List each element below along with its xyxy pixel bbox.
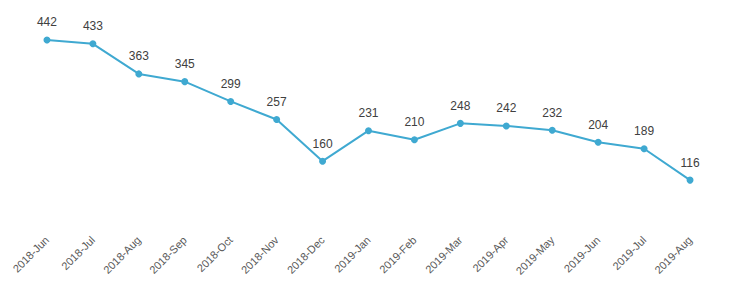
svg-text:160: 160 (313, 137, 333, 151)
svg-text:232: 232 (542, 106, 562, 120)
svg-text:231: 231 (358, 106, 378, 120)
svg-text:2019-Jul: 2019-Jul (610, 234, 648, 272)
svg-text:189: 189 (634, 124, 654, 138)
svg-text:242: 242 (496, 101, 516, 115)
svg-text:2019-Mar: 2019-Mar (423, 234, 465, 276)
svg-text:433: 433 (83, 19, 103, 33)
svg-text:204: 204 (588, 118, 608, 132)
svg-text:345: 345 (175, 57, 195, 71)
svg-text:116: 116 (680, 156, 699, 170)
svg-text:2018-Sep: 2018-Sep (147, 234, 189, 276)
svg-text:2018-Jul: 2018-Jul (59, 234, 97, 272)
svg-text:442: 442 (37, 15, 57, 29)
svg-text:2019-Apr: 2019-Apr (470, 234, 511, 275)
svg-text:2019-May: 2019-May (513, 233, 556, 276)
svg-text:2019-Jan: 2019-Jan (332, 234, 373, 275)
svg-text:299: 299 (221, 77, 241, 91)
svg-text:363: 363 (129, 49, 149, 63)
svg-text:257: 257 (267, 95, 287, 109)
svg-text:2019-Jun: 2019-Jun (562, 234, 603, 275)
svg-text:2019-Aug: 2019-Aug (652, 234, 694, 276)
svg-text:248: 248 (450, 99, 470, 113)
svg-text:2018-Aug: 2018-Aug (101, 234, 143, 276)
svg-text:2018-Dec: 2018-Dec (285, 233, 328, 276)
svg-text:2019-Feb: 2019-Feb (377, 234, 419, 276)
svg-text:2018-Oct: 2018-Oct (195, 234, 235, 274)
svg-text:210: 210 (404, 115, 424, 129)
svg-text:2018-Jun: 2018-Jun (10, 234, 51, 275)
svg-text:2018-Nov: 2018-Nov (239, 233, 282, 276)
